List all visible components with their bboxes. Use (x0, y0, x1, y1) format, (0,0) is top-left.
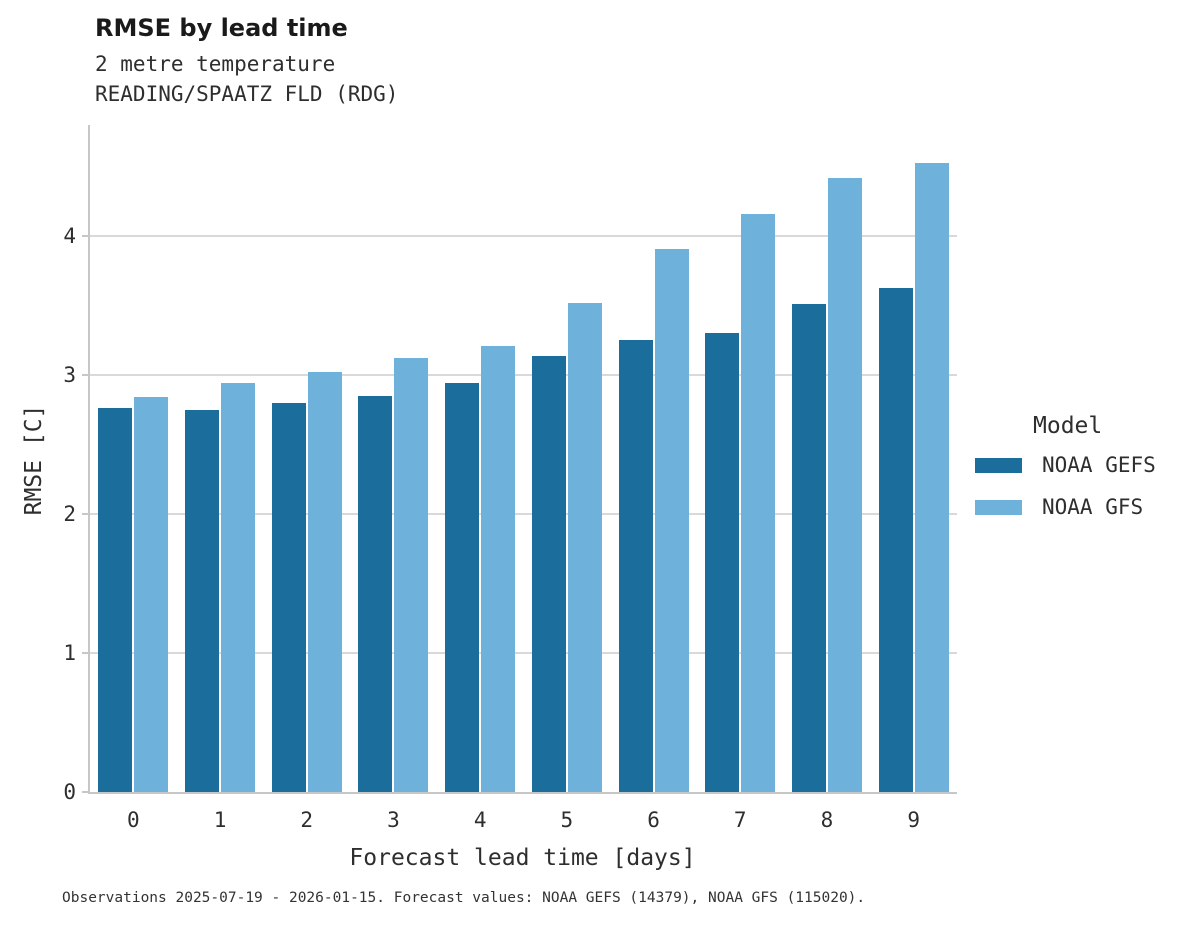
legend-label-noaa-gefs: NOAA GEFS (1042, 453, 1156, 477)
y-tick-2 (82, 513, 88, 516)
x-tick-label-5: 5 (560, 808, 574, 832)
legend: Model NOAA GEFS NOAA GFS (975, 413, 1156, 537)
bar-noaa-gefs-lead-4 (445, 383, 480, 792)
bar-noaa-gfs-lead-6 (654, 248, 689, 792)
bar-group-lead-6 (610, 125, 697, 792)
x-tick-label-9: 9 (907, 808, 920, 832)
legend-item-noaa-gefs: NOAA GEFS (975, 453, 1156, 477)
x-tick-label-8: 8 (820, 808, 834, 832)
y-tick-label-3: 3 (63, 363, 76, 388)
y-tick-label-2: 2 (63, 502, 76, 527)
bar-noaa-gfs-lead-4 (481, 345, 516, 792)
plot-area: 0 1 2 3 4 0 1 2 3 4 5 6 7 8 9 (63, 125, 957, 832)
bar-group-lead-8 (784, 125, 871, 792)
bar-group-lead-1 (177, 125, 264, 792)
x-tick-label-1: 1 (213, 808, 227, 832)
legend-item-noaa-gfs: NOAA GFS (975, 495, 1156, 519)
y-tick-1 (82, 652, 88, 655)
y-tick-0 (82, 791, 88, 793)
x-axis-title: Forecast lead time [days] (349, 845, 696, 871)
x-tick-label-3: 3 (387, 808, 400, 832)
x-tick-label-0: 0 (127, 808, 140, 832)
legend-title: Model (1033, 413, 1103, 439)
legend-swatch-noaa-gfs (975, 499, 1022, 515)
legend-label-noaa-gfs: NOAA GFS (1042, 495, 1144, 519)
bar-noaa-gfs-lead-9 (914, 162, 949, 792)
y-tick-label-1: 1 (63, 641, 76, 666)
bar-noaa-gefs-lead-2 (271, 402, 306, 792)
chart-subtitle-station: READING/SPAATZ FLD (RDG) (95, 82, 399, 106)
bar-noaa-gfs-lead-7 (741, 213, 776, 792)
bar-group-lead-5 (524, 125, 611, 792)
bar-noaa-gfs-lead-5 (567, 302, 602, 792)
x-tick-label-4: 4 (473, 808, 487, 832)
bar-noaa-gefs-lead-9 (878, 287, 913, 792)
bar-noaa-gefs-lead-1 (185, 409, 220, 792)
bar-noaa-gefs-lead-3 (358, 395, 393, 792)
y-tick-label-4: 4 (63, 224, 76, 249)
bar-noaa-gfs-lead-2 (307, 372, 342, 792)
bar-noaa-gefs-lead-8 (791, 304, 826, 792)
bar-noaa-gefs-lead-0 (98, 408, 133, 792)
y-tick-3 (82, 374, 88, 377)
bar-group-lead-3 (350, 125, 437, 792)
y-tick-4 (82, 235, 88, 238)
gridline-y-3 (90, 374, 957, 377)
chart-title: RMSE by lead time (95, 14, 348, 42)
bar-group-lead-2 (263, 125, 350, 792)
bar-noaa-gefs-lead-6 (618, 340, 653, 792)
x-tick-label-6: 6 (647, 808, 660, 832)
y-tick-label-0: 0 (63, 780, 76, 804)
bar-group-lead-9 (870, 125, 957, 792)
bar-group-lead-7 (697, 125, 784, 792)
bar-noaa-gefs-lead-5 (531, 355, 566, 792)
bar-noaa-gfs-lead-3 (394, 358, 429, 792)
bar-group-lead-4 (437, 125, 524, 792)
footer-caption: Observations 2025-07-19 - 2026-01-15. Fo… (62, 890, 866, 906)
chart-subtitle-variable: 2 metre temperature (95, 52, 336, 76)
bar-noaa-gefs-lead-7 (705, 333, 740, 792)
bar-noaa-gfs-lead-8 (827, 177, 862, 792)
bar-group-lead-0 (90, 125, 177, 792)
legend-swatch-noaa-gefs (975, 457, 1022, 473)
bar-noaa-gfs-lead-1 (221, 383, 256, 792)
y-axis-title: RMSE [C] (21, 404, 47, 516)
x-tick-label-2: 2 (300, 808, 314, 832)
bar-noaa-gfs-lead-0 (134, 397, 169, 792)
x-tick-label-7: 7 (733, 808, 747, 832)
gridline-y-2 (90, 513, 957, 516)
gridline-y-1 (90, 652, 957, 655)
gridline-y-4 (90, 235, 957, 238)
